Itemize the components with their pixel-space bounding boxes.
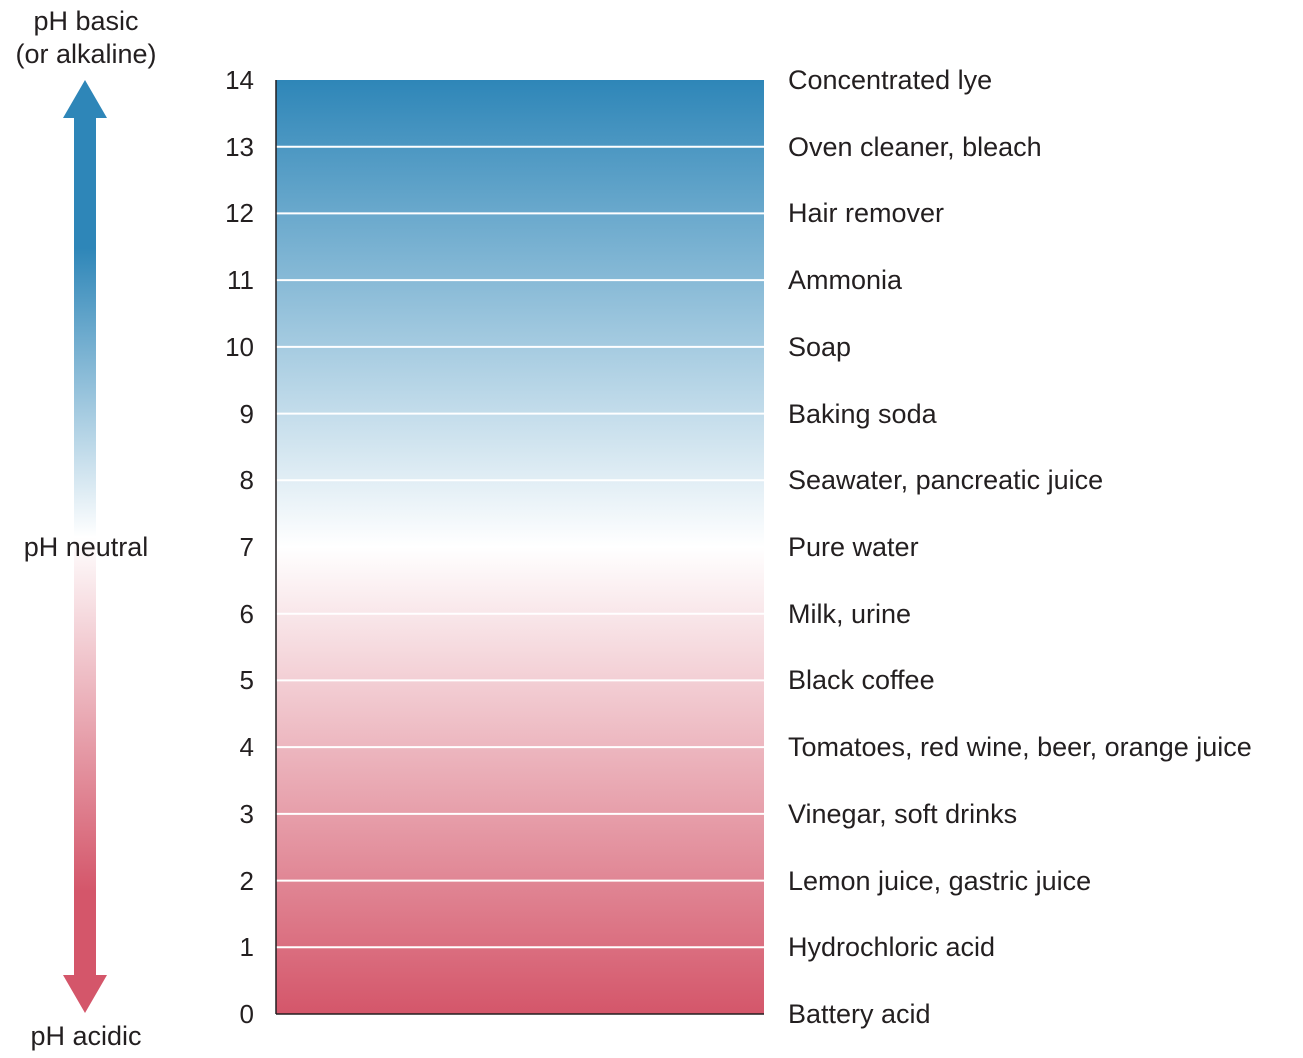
ph-example-label: Hydrochloric acid bbox=[788, 932, 996, 963]
ph-example-label: Battery acid bbox=[788, 999, 931, 1029]
ph-tick-label: 7 bbox=[239, 532, 254, 562]
ph-tick-label: 13 bbox=[225, 131, 254, 162]
ph-tick-label: 10 bbox=[225, 331, 254, 362]
ph-neutral-label: pH neutral bbox=[23, 532, 149, 562]
ph-tick-label: 8 bbox=[239, 465, 254, 496]
ph-example-label: Milk, urine bbox=[788, 598, 912, 629]
ph-example-label: Pure water bbox=[788, 532, 919, 562]
ph-example-label: Seawater, pancreatic juice bbox=[788, 465, 1104, 496]
ph-example-label: Baking soda bbox=[788, 398, 937, 429]
ph-example-label: Tomatoes, red wine, beer, orange juice bbox=[788, 732, 1252, 763]
ph-tick-label: 6 bbox=[239, 598, 254, 629]
ph-basic-label: pH basic (or alkaline) bbox=[0, 5, 172, 71]
ph-tick-label: 1 bbox=[239, 932, 254, 963]
ph-tick-label: 9 bbox=[239, 398, 254, 429]
ph-tick-label: 2 bbox=[239, 865, 254, 896]
ph-tick-label: 0 bbox=[239, 999, 254, 1029]
ph-example-label: Oven cleaner, bleach bbox=[788, 131, 1042, 162]
ph-example-label: Lemon juice, gastric juice bbox=[788, 865, 1092, 896]
ph-example-label: Black coffee bbox=[788, 665, 935, 696]
ph-example-label: Vinegar, soft drinks bbox=[788, 798, 1018, 829]
ph-tick-label: 5 bbox=[239, 665, 254, 696]
ph-example-label: Soap bbox=[788, 331, 852, 362]
basic-acidic-double-arrow-icon bbox=[63, 80, 107, 1013]
ph-example-label: Concentrated lye bbox=[788, 65, 993, 95]
ph-basic-label-line2: (or alkaline) bbox=[15, 39, 157, 69]
ph-level-gridlines bbox=[276, 145, 764, 949]
ph-tick-label: 4 bbox=[239, 732, 254, 763]
ph-example-label: Hair remover bbox=[788, 198, 945, 229]
ph-tick-label: 3 bbox=[239, 798, 254, 829]
ph-tick-label: 12 bbox=[225, 198, 254, 229]
ph-basic-label-line1: pH basic bbox=[33, 6, 139, 36]
ph-tick-label: 14 bbox=[225, 65, 254, 95]
ph-example-label: Ammonia bbox=[788, 265, 903, 296]
ph-tick-label: 11 bbox=[227, 265, 254, 296]
ph-acidic-label: pH acidic bbox=[30, 1021, 142, 1051]
